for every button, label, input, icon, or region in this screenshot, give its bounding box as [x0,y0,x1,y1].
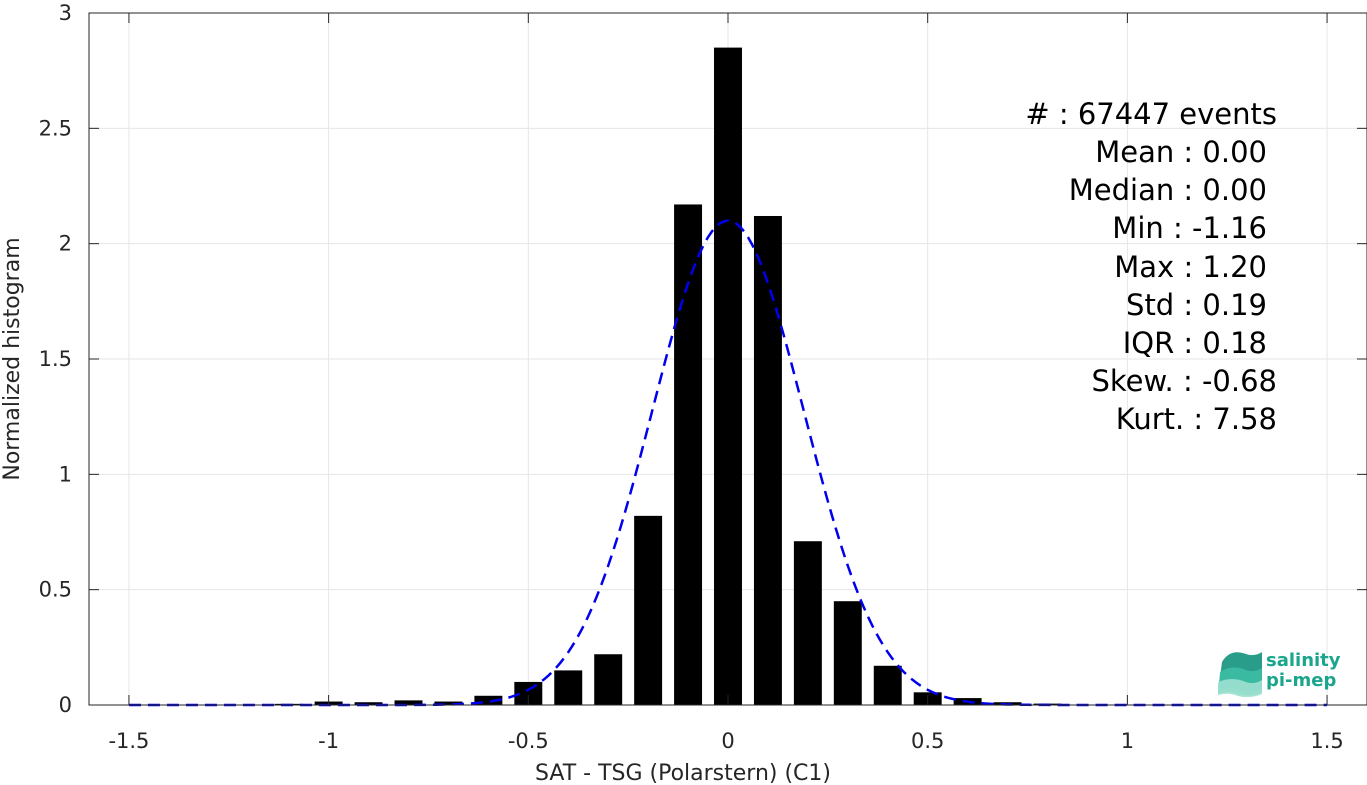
y-tick-label-5: 2.5 [39,116,72,140]
histogram-bar-3 [394,700,423,705]
histogram-bar-10 [674,204,703,705]
statistics-box: # : 67447 events Mean : 0.00 Median : 0.… [1025,97,1277,436]
logo-text-pi-mep: pi-mep [1266,670,1336,691]
x-axis-ticks: -1.5 -1 -0.5 0 0.5 1 1.5 [108,13,1344,753]
histogram-bar-2 [354,702,383,705]
y-axis-ticks: 0 0.5 1 1.5 2 2.5 3 [39,1,1367,717]
x-tick-label-4: 0.5 [911,729,944,753]
x-tick-label-5: 1 [1121,729,1134,753]
stat-events: # : 67447 events [1025,97,1277,131]
stat-max: Max : 1.20 [1114,250,1267,284]
y-axis-label: Normalized histogram [0,237,25,480]
x-tick-label-0: -1.5 [108,729,149,753]
stat-iqr: IQR : 0.18 [1123,326,1267,360]
histogram-bar-14 [833,601,862,705]
logo-text-salinity: salinity [1266,650,1341,671]
x-tick-label-3: 0 [721,729,734,753]
histogram-bar-13 [793,541,822,705]
stat-std: Std : 0.19 [1126,288,1267,322]
histogram-bar-9 [634,515,663,705]
y-tick-label-3: 1.5 [39,347,72,371]
histogram-bar-5 [474,695,503,705]
y-tick-label-1: 0.5 [39,578,72,602]
stat-mean: Mean : 0.00 [1095,135,1267,169]
x-tick-label-1: -1 [318,729,339,753]
stat-min: Min : -1.16 [1112,211,1267,245]
y-tick-label-4: 2 [59,232,72,256]
histogram-bar-11 [714,47,742,706]
wave-icon [1218,652,1262,698]
salinity-pi-mep-logo: salinity pi-mep [1218,650,1341,698]
histogram-bar-6 [514,681,543,705]
histogram-bar-15 [873,665,902,705]
histogram-bar-8 [594,654,623,705]
y-tick-label-0: 0 [59,693,72,717]
histogram-bar-12 [753,215,782,705]
stat-median: Median : 0.00 [1069,173,1267,207]
histogram-bars [274,47,1062,706]
histogram-bar-7 [554,670,583,705]
y-tick-label-6: 3 [59,1,72,25]
stat-kurt: Kurt. : 7.58 [1116,402,1277,436]
x-tick-label-6: 1.5 [1310,729,1343,753]
y-tick-label-2: 1 [59,462,72,486]
x-tick-label-2: -0.5 [508,729,549,753]
x-axis-label: SAT - TSG (Polarstern) (C1) [535,761,831,785]
histogram-bar-4 [434,701,463,705]
stat-skew: Skew. : -0.68 [1091,364,1277,398]
